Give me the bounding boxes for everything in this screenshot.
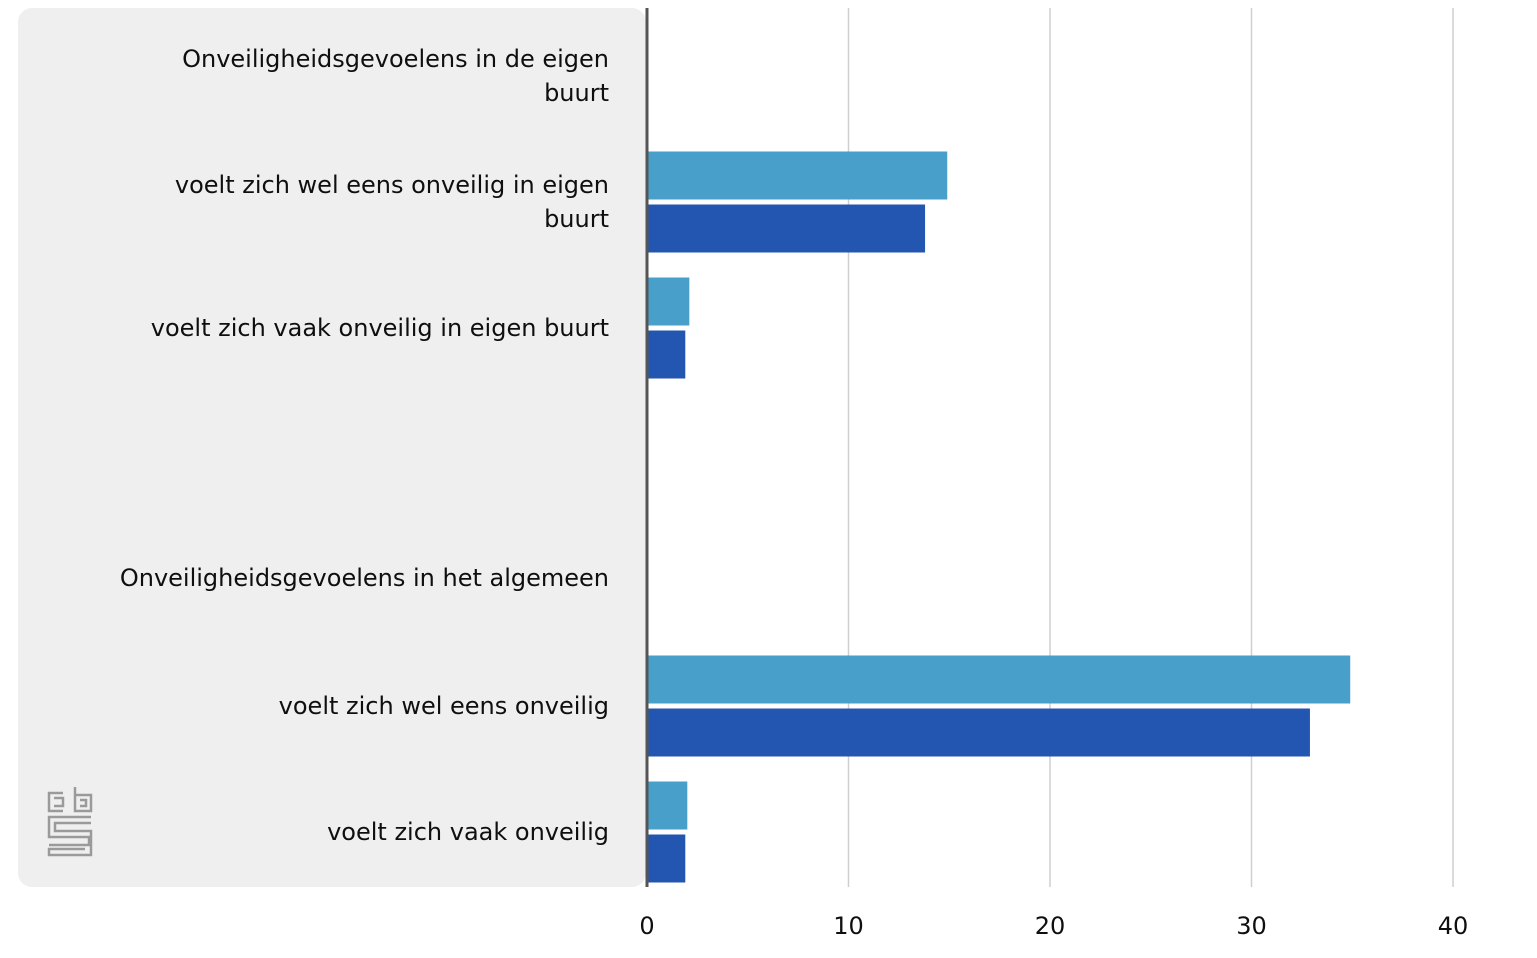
x-axis-ticks: 0 10 20 30 40 [639, 912, 1468, 940]
x-tick-label: 10 [833, 912, 864, 940]
category-label: voelt zich vaak onveilig [327, 818, 609, 846]
x-tick-label: 0 [639, 912, 654, 940]
bar [647, 330, 686, 379]
category-label: voelt zich wel eens onveilig in eigen buu… [175, 171, 609, 233]
bar [647, 655, 1351, 704]
bar [647, 204, 926, 253]
category-heading: Onveiligheidsgevoelens in de eigen buurt [182, 45, 609, 107]
bar [647, 708, 1310, 757]
bar [647, 834, 686, 883]
category-label: voelt zich wel eens onveilig [279, 692, 609, 720]
label-panel [18, 8, 646, 887]
category-labels: Onveiligheidsgevoelens in de eigen buurt v… [120, 45, 609, 846]
category-heading: Onveiligheidsgevoelens in het algemeen [120, 564, 609, 592]
x-tick-label: 20 [1035, 912, 1066, 940]
x-tick-label: 30 [1236, 912, 1267, 940]
cbs-logo [47, 787, 93, 857]
bars [647, 151, 1351, 883]
x-tick-label: 40 [1438, 912, 1469, 940]
bar [647, 781, 688, 830]
category-label: voelt zich vaak onveilig in eigen buurt [151, 314, 609, 342]
bar [647, 277, 690, 326]
bar [647, 151, 948, 200]
